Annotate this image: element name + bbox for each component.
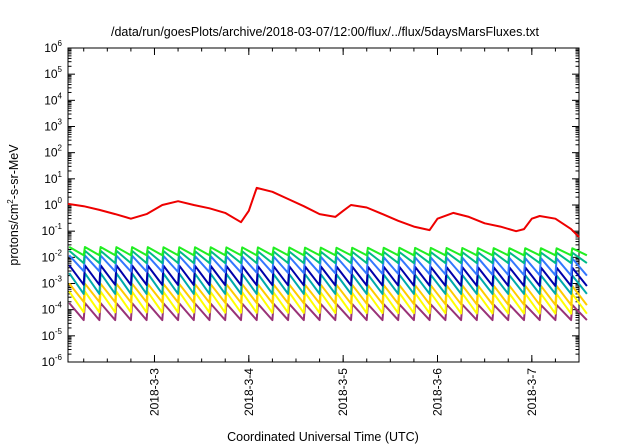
series-line-2: [68, 246, 588, 257]
x-tick-label: 2018-3-3: [147, 368, 161, 416]
series-line-6: [68, 272, 588, 295]
series-line-9: [68, 302, 588, 322]
y-axis-label-prefix: protons/cm: [7, 204, 21, 266]
y-tick-label: 101: [44, 170, 62, 186]
y-tick-label: 10-6: [42, 353, 63, 369]
y-tick-label: 103: [44, 118, 62, 134]
x-tick-label: 2018-3-7: [525, 368, 539, 416]
y-tick-label: 105: [44, 65, 62, 81]
y-axis-label-sup: 2: [6, 199, 15, 204]
x-tick-label: 2018-3-4: [242, 368, 256, 416]
y-tick-label: 100: [44, 196, 62, 212]
y-tick-label: 10-1: [42, 222, 63, 238]
series-line-7: [68, 282, 588, 306]
x-tick-label: 2018-3-5: [336, 368, 350, 416]
x-tick-label: 2018-3-6: [430, 368, 444, 416]
chart-title: /data/run/goesPlots/archive/2018-03-07/1…: [111, 25, 540, 39]
y-axis: 10-6 10-5 10-4 10-3 10-2 10-1 100 101 102 103 104 1…: [42, 39, 579, 369]
series-layer: [67, 186, 588, 322]
series-line-1: [67, 186, 580, 238]
y-tick-label: 104: [44, 91, 62, 107]
y-axis-label-suffix: -s-sr-MeV: [7, 144, 21, 200]
y-tick-label: 10-3: [42, 275, 63, 291]
series-line-5: [68, 264, 588, 287]
x-axis: 2018-3-3 2018-3-4 2018-3-5 2018-3-6 2018-3-7: [83, 48, 556, 416]
y-tick-label: 102: [44, 144, 62, 160]
y-axis-label: protons/cm2-s-sr-MeV: [6, 144, 21, 266]
y-tick-label: 10-5: [42, 327, 63, 343]
y-tick-label: 10-4: [42, 301, 63, 317]
series-line-4: [68, 254, 588, 277]
y-tick-label: 10-2: [42, 248, 63, 264]
y-tick-label: 106: [44, 39, 62, 55]
x-axis-label: Coordinated Universal Time (UTC): [227, 430, 419, 444]
series-line-3: [68, 249, 588, 265]
series-line-8: [68, 290, 588, 315]
